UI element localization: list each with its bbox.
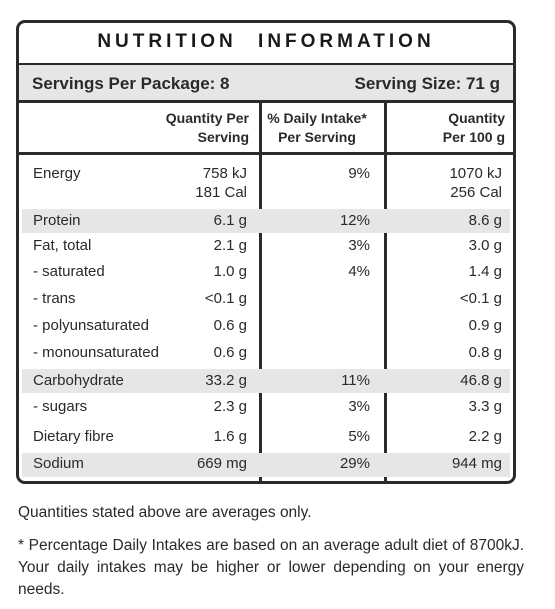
header-qty-per-serving: Quantity Per Serving (165, 110, 249, 145)
averages-note: Quantities stated above are averages onl… (18, 504, 312, 521)
row-per-serving: 1.0 g (213, 263, 247, 280)
header-daily-intake: % Daily Intake* Per Serving (267, 110, 367, 145)
daily-intake-footnote: * Percentage Daily Intakes are based on … (18, 537, 524, 598)
row-per-100g: 3.3 g (468, 398, 502, 415)
row-name: - trans (33, 290, 76, 307)
row-name: Dietary fibre (33, 428, 114, 445)
row-name: Energy (33, 165, 81, 182)
row-per-serving: 0.6 g (213, 344, 247, 361)
row-per-100g: 0.8 g (468, 344, 502, 361)
servings-per-package: Servings Per Package: 8 (32, 74, 230, 93)
row-daily: 9% (348, 165, 370, 182)
row-daily: 3% (348, 237, 370, 254)
row-per-100g: 3.0 g (468, 237, 502, 254)
row-daily: 11% (341, 372, 370, 389)
servings-bar: Servings Per Package: 8 Serving Size: 71… (19, 63, 513, 103)
header-divider (19, 152, 513, 155)
row-name: Fat, total (33, 237, 92, 254)
row-per-100g: 8.6 g (468, 212, 502, 229)
row-per-100g: 2.2 g (468, 428, 502, 445)
row-daily: 5% (348, 428, 370, 445)
row-per-serving: 2.1 g (213, 237, 247, 254)
row-daily: 29% (339, 455, 370, 472)
row-per-100g: 1070 kJ (449, 165, 502, 182)
row-daily: 12% (339, 212, 370, 229)
row-daily: 3% (348, 398, 370, 415)
row-per-100g: 1.4 g (468, 263, 502, 280)
panel-title: NUTRITION INFORMATION (97, 31, 435, 52)
row-shade-carbohydrate (22, 369, 510, 393)
nutrition-panel: NUTRITION INFORMATION Servings Per Packa… (16, 20, 516, 484)
row-name: Sodium (33, 455, 84, 472)
row-name: - polyunsaturated (33, 317, 149, 334)
row-per-100g: 0.9 g (468, 317, 502, 334)
row-shade-sodium (22, 453, 510, 477)
row-per-serving: 758 kJ (202, 165, 247, 182)
row-per-100g: 46.8 g (460, 372, 502, 389)
row-per-serving-cal: 181 Cal (195, 184, 247, 201)
row-per-serving: 6.1 g (213, 212, 247, 229)
row-name: - monounsaturated (33, 344, 159, 361)
column-divider-1 (259, 102, 262, 481)
row-per-serving: 669 mg (196, 455, 247, 472)
row-shade-protein (22, 209, 510, 233)
serving-size: Serving Size: 71 g (354, 74, 501, 93)
row-name: Carbohydrate (33, 372, 124, 389)
row-per-serving: 33.2 g (205, 372, 247, 389)
row-daily: 4% (348, 263, 370, 280)
row-name: - saturated (33, 263, 105, 280)
row-per-100g: 944 mg (451, 455, 502, 472)
row-name: Protein (33, 212, 81, 229)
header-qty-per-100g: Quantity Per 100 g (442, 110, 505, 145)
row-per-100g-cal: 256 Cal (450, 184, 502, 201)
row-per-100g: <0.1 g (459, 290, 502, 307)
row-per-serving: 2.3 g (213, 398, 247, 415)
row-name: - sugars (33, 398, 88, 415)
row-per-serving: <0.1 g (204, 290, 247, 307)
row-per-serving: 0.6 g (213, 317, 247, 334)
column-divider-2 (384, 102, 387, 481)
row-per-serving: 1.6 g (213, 428, 247, 445)
